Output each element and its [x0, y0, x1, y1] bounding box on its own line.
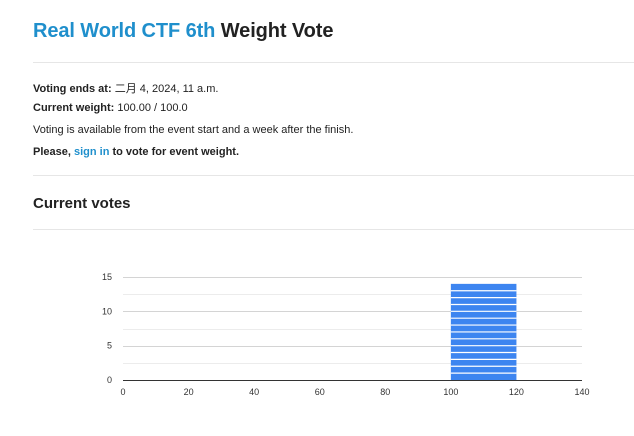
voting-ends-value: 二月 4, 2024, 11 a.m. [111, 83, 219, 95]
event-link[interactable]: Real World CTF 6th [33, 20, 216, 42]
divider-middle [33, 175, 634, 176]
x-tick-label: 80 [380, 387, 390, 397]
page-title: Real World CTF 6th Weight Vote [33, 20, 333, 43]
x-tick-label: 120 [509, 387, 524, 397]
current-weight-label: Current weight: [33, 102, 115, 114]
y-tick-label: 10 [102, 306, 112, 316]
login-prefix: Please, [33, 146, 74, 158]
voting-ends-line: Voting ends at: 二月 4, 2024, 11 a.m. [33, 80, 218, 96]
y-tick-label: 5 [107, 341, 112, 351]
voting-ends-label: Voting ends at: [33, 83, 112, 95]
page: Real World CTF 6th Weight Vote Voting en… [33, 0, 634, 436]
sign-in-link[interactable]: sign in [73, 146, 110, 158]
login-prompt: Please, sign in to vote for event weight… [33, 146, 239, 158]
x-tick-label: 60 [315, 387, 325, 397]
votes-chart-svg: 0 5 10 15 0 20 40 60 80 100 120 140 [102, 272, 590, 397]
divider-bottom [33, 229, 634, 230]
current-weight-line: Current weight: 100.00 / 100.0 [33, 102, 188, 114]
x-tick-label: 100 [443, 387, 458, 397]
y-tick-label: 15 [102, 272, 112, 282]
votes-chart: 0 5 10 15 0 20 40 60 80 100 120 140 [0, 240, 634, 410]
page-title-suffix: Weight Vote [215, 20, 334, 42]
x-tick-label: 20 [184, 387, 194, 397]
current-weight-value: 100.00 / 100.0 [114, 102, 188, 114]
x-tick-label: 40 [249, 387, 259, 397]
x-tick-label: 0 [120, 387, 125, 397]
login-suffix: to vote for event weight. [109, 146, 240, 158]
y-tick-label: 0 [107, 375, 112, 385]
x-tick-label: 140 [574, 387, 589, 397]
current-votes-heading: Current votes [33, 195, 131, 212]
divider-top [33, 62, 634, 63]
availability-text: Voting is available from the event start… [33, 124, 354, 136]
